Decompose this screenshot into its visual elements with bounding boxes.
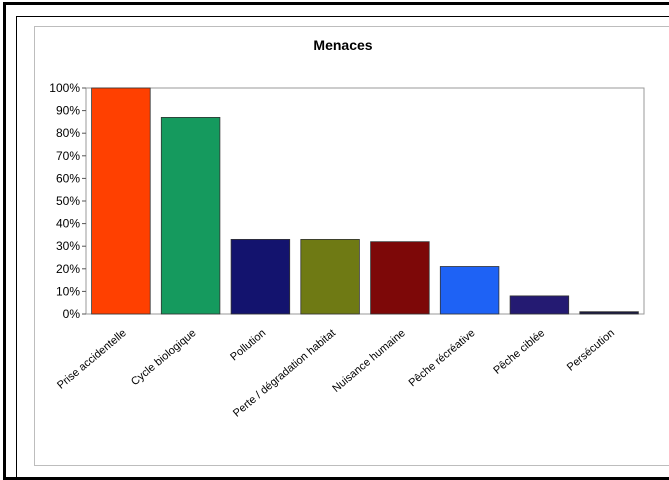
bar — [160, 117, 221, 315]
bar — [370, 241, 430, 315]
y-axis: 0% 10% 20% 30% 40% 50% 60% 70% 80% 90% 100% — [49, 81, 86, 321]
x-tick-label: Pêche récréative — [407, 327, 478, 389]
bar — [91, 87, 151, 315]
bars — [91, 87, 639, 315]
x-tick-label: Persécution — [565, 327, 617, 374]
y-tick-label: 80% — [56, 126, 80, 140]
x-tick-label: Pêche ciblée — [491, 327, 547, 377]
y-tick-label: 70% — [56, 149, 80, 163]
y-tick-label: 100% — [49, 81, 80, 95]
y-tick-label: 20% — [56, 262, 80, 276]
x-tick-label: Prise accidentelle — [55, 327, 129, 392]
bar — [439, 266, 500, 315]
bar — [509, 295, 570, 315]
x-tick-label: Nuisance humaine — [330, 327, 408, 395]
bar — [579, 311, 639, 315]
y-tick-label: 50% — [56, 194, 80, 208]
x-tick-label: Cycle biologique — [129, 327, 199, 388]
y-tick-label: 60% — [56, 171, 80, 185]
x-tick-label: Pollution — [228, 327, 268, 363]
y-tick-label: 40% — [56, 217, 80, 231]
y-tick-label: 10% — [56, 284, 80, 298]
y-tick-label: 90% — [56, 104, 80, 118]
bar — [300, 238, 360, 315]
chart-title: Menaces — [313, 37, 372, 53]
x-axis: Prise accidentelle Cycle biologique Pollut… — [55, 327, 617, 420]
y-tick-label: 30% — [56, 239, 80, 253]
bar — [230, 238, 291, 315]
y-tick-label: 0% — [63, 307, 81, 321]
